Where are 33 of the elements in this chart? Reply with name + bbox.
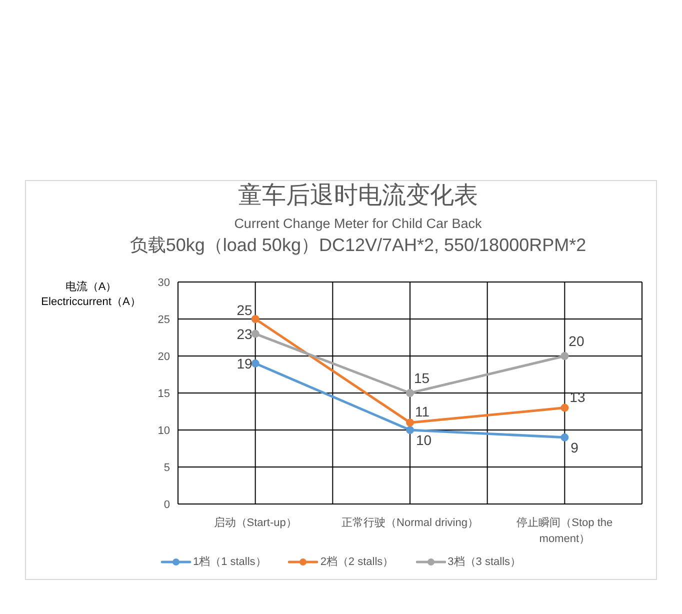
point (406, 389, 414, 397)
legend-label: 1档（1 stalls） (192, 555, 266, 569)
data-label: 11 (415, 404, 430, 420)
x-tick-label: 停止瞬间（Stop the moment） (516, 516, 614, 547)
y-tick-label: 25 (158, 314, 170, 326)
data-label: 23 (236, 326, 253, 342)
text: 负载50kg（load 50kg）DC12V/7AH*2, 550/18000RPM*2 (128, 234, 588, 256)
point (406, 426, 414, 434)
legend-label: 2档（2 stalls） (320, 555, 394, 569)
data-label: 25 (236, 302, 253, 318)
point (560, 433, 569, 442)
chart-title: 童车后退时电流变化表 (237, 181, 479, 211)
x-tick-label: 启动（Start-up） (212, 516, 298, 531)
point (251, 315, 260, 323)
data-label: 20 (568, 333, 584, 349)
y-axis-title: 电流（A） Electriccurrent（A） (40, 280, 142, 310)
data-label: 19 (236, 355, 253, 372)
chart-subtitle: Current Change Meter for Child Car Back (233, 216, 483, 232)
y-tick-label: 30 (158, 276, 170, 289)
y-tick-label: 20 (158, 350, 170, 363)
data-label: 15 (414, 370, 430, 386)
y-tick-label: 5 (164, 462, 170, 474)
data-label: 10 (416, 432, 432, 448)
point (560, 404, 569, 412)
data-label: 13 (570, 388, 586, 405)
x-tick-label: 正常行驶（Normal driving） (340, 516, 480, 531)
y-tick-label: 10 (158, 424, 170, 437)
data-label: 9 (570, 439, 579, 456)
point (560, 352, 569, 360)
legend-label: 3档（3 stalls） (448, 555, 522, 569)
y-tick-label: 0 (164, 498, 170, 511)
point (406, 418, 414, 427)
y-tick-label: 15 (158, 388, 170, 400)
